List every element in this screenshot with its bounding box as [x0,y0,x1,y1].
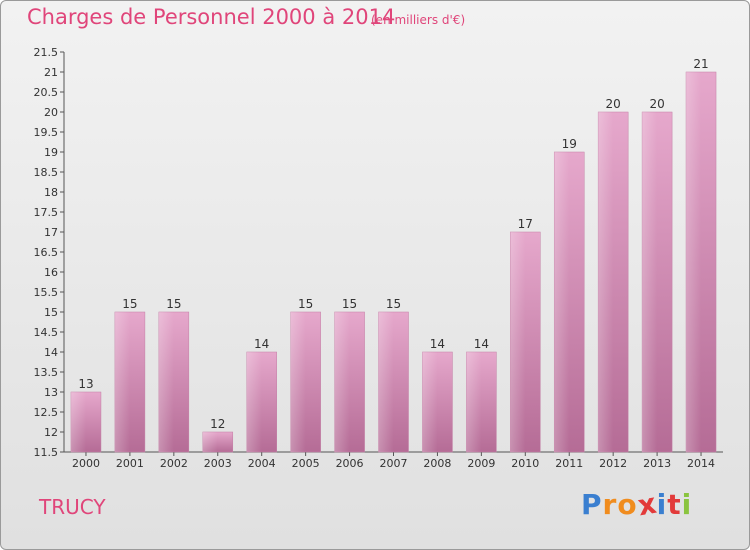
logo-letter: i [656,488,668,521]
y-tick-label: 18.5 [34,166,59,179]
x-tick-label: 2005 [292,457,320,470]
y-tick-label: 11.5 [34,446,59,459]
x-tick-label: 2002 [160,457,188,470]
bar-highlight [246,352,262,452]
x-tick-label: 2011 [555,457,583,470]
bar-highlight [642,112,658,452]
chart-bars [70,71,717,453]
bar-value-label: 15 [122,297,137,311]
chart-axes: 11.5 12 12.5 13 13.5 14 14.5 15 15.5 16 16.5 17 17.5… [34,46,723,470]
x-tick-label: 2010 [511,457,539,470]
y-tick-label: 20 [44,106,58,119]
bar-value-label: 15 [166,297,181,311]
x-tick-label: 2006 [336,457,364,470]
bar-highlight [378,312,394,452]
y-tick-label: 14.5 [34,326,59,339]
bar-highlight [510,232,526,452]
bar-value-label: 20 [649,97,664,111]
x-tick-label: 2009 [467,457,495,470]
bar-value-label: 13 [78,377,93,391]
y-tick-label: 15.5 [34,286,59,299]
commune-name: TRUCY [39,495,106,519]
y-tick-label: 12 [44,426,58,439]
y-tick-label: 19 [44,146,58,159]
y-tick-label: 21 [44,66,58,79]
logo-letter: r [602,488,618,521]
y-tick-label: 14 [44,346,58,359]
bar-value-label: 14 [430,337,445,351]
bar-highlight [466,352,482,452]
x-tick-label: 2004 [248,457,276,470]
y-tick-label: 13 [44,386,58,399]
bar-value-label: 17 [518,217,533,231]
bar-highlight [598,112,614,452]
logo-letter: t [667,488,682,521]
chart-subtitle: (en milliers d'€) [371,13,466,27]
bar-highlight [290,312,306,452]
y-tick-label: 16.5 [34,246,59,259]
x-tick-label: 2008 [423,457,451,470]
bar-value-label: 12 [210,417,225,431]
bar-value-label: 15 [298,297,313,311]
x-tick-label: 2013 [643,457,671,470]
bar-value-label: 21 [693,57,708,71]
bar-value-label: 19 [562,137,577,151]
logo-letter: o [617,488,638,521]
y-tick-label: 20.5 [34,86,59,99]
x-tick-label: 2012 [599,457,627,470]
chart-title: Charges de Personnel 2000 à 2014 [27,5,396,29]
bar-highlight [686,72,702,452]
chart-bar-labels: 13 15 15 12 14 15 15 15 14 14 17 19 20 20 21 [78,57,708,431]
y-tick-label: 15 [44,306,58,319]
logo-letter: i [681,488,693,521]
y-tick-label: 19.5 [34,126,59,139]
x-tick-label: 2001 [116,457,144,470]
bar-highlight [114,312,130,452]
y-tick-label: 18 [44,186,58,199]
y-tick-label: 13.5 [34,366,59,379]
bar-value-label: 20 [606,97,621,111]
proxiti-logo: Proxiti [581,487,693,523]
bar-value-label: 14 [474,337,489,351]
x-tick-label: 2000 [72,457,100,470]
bar-highlight [202,432,218,452]
y-tick-label: 17.5 [34,206,59,219]
bar-value-label: 15 [386,297,401,311]
bar-highlight [422,352,438,452]
bar-highlight [554,152,570,452]
y-tick-label: 21.5 [34,46,59,59]
x-tick-label: 2007 [380,457,408,470]
bar-value-label: 14 [254,337,269,351]
y-tick-label: 12.5 [34,406,59,419]
x-tick-label: 2003 [204,457,232,470]
x-tick-label: 2014 [687,457,715,470]
y-tick-label: 16 [44,266,58,279]
bar-highlight [158,312,174,452]
y-tick-label: 17 [44,226,58,239]
logo-letter: P [581,488,603,521]
bar-highlight [334,312,350,452]
bar-highlight [70,392,86,452]
bar-value-label: 15 [342,297,357,311]
